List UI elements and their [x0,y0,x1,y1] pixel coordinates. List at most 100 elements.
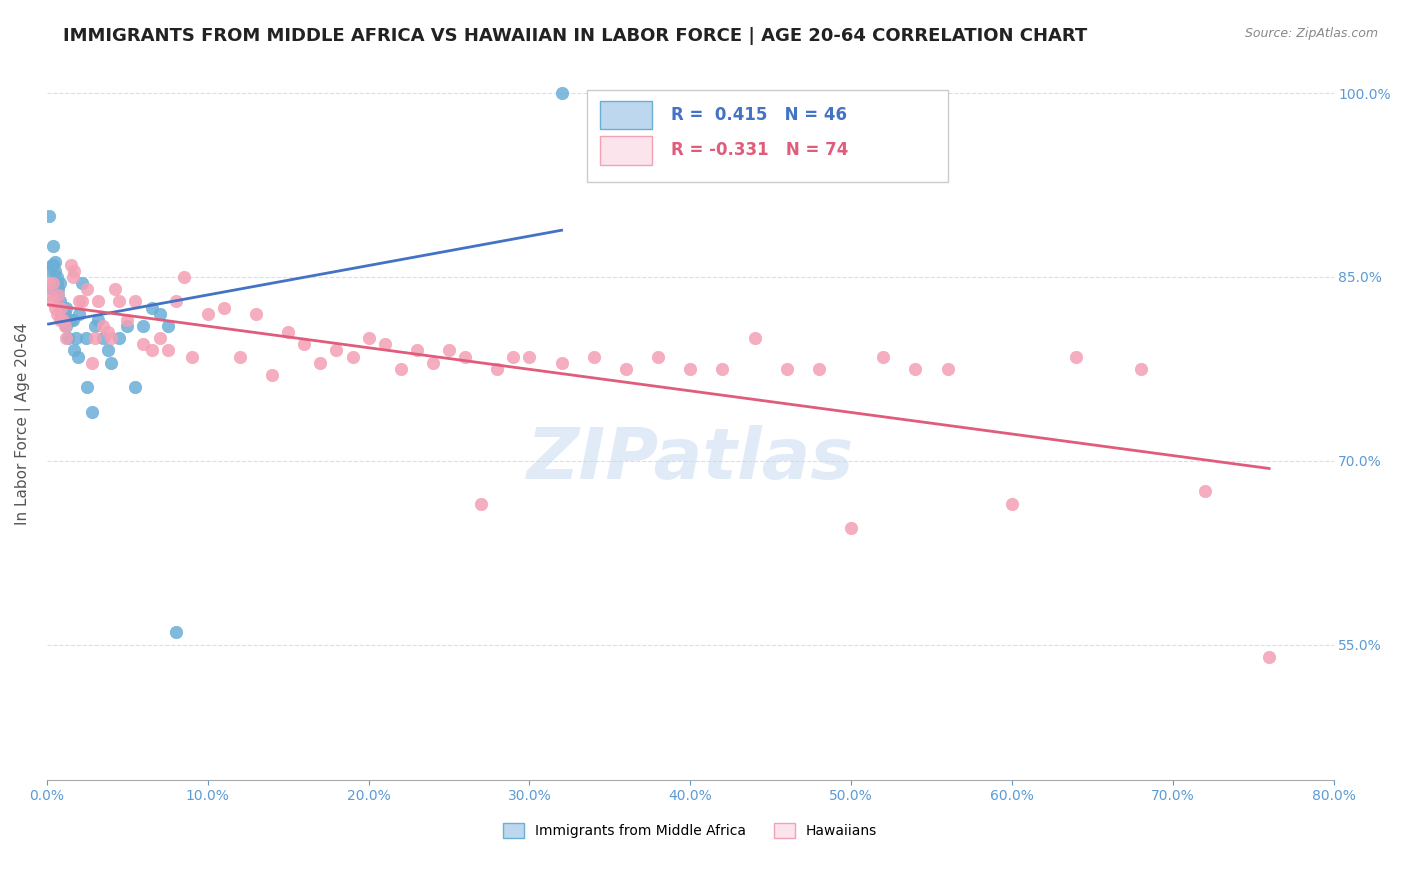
Bar [600,136,651,164]
Text: R =  0.415   N = 46: R = 0.415 N = 46 [671,106,846,124]
Point [776,362,799,376]
Point [45,269,67,284]
Point [60,258,83,272]
Point [132,337,155,351]
Point [165,625,187,640]
Point [117,313,139,327]
Point [72,276,94,290]
Point [44,264,66,278]
Point [108,331,131,345]
Point [60,313,83,327]
Point [55,301,77,315]
Point [91,331,114,345]
Point [148,331,170,345]
Text: Source: ZipAtlas.com: Source: ZipAtlas.com [1244,27,1378,40]
Point [148,307,170,321]
Point [309,356,332,370]
Point [55,318,77,333]
Y-axis label: In Labor Force | Age 20-64: In Labor Force | Age 20-64 [15,323,31,525]
Point [1129,362,1152,376]
Point [41,258,63,272]
Point [42,276,65,290]
Point [872,350,894,364]
Point [97,343,120,358]
Point [550,356,572,370]
Point [156,318,179,333]
Point [936,362,959,376]
Point [180,350,202,364]
Point [49,313,72,327]
Point [173,269,195,284]
Point [141,301,163,315]
Point [84,318,107,333]
Point [52,313,75,327]
Point [80,405,103,419]
Point [614,362,637,376]
Point [679,362,702,376]
Point [647,350,669,364]
Point [45,307,67,321]
Point [63,343,86,358]
Point [75,331,97,345]
Point [108,294,131,309]
Point [91,318,114,333]
Point [262,368,284,382]
Point [46,288,69,302]
Point [342,350,364,364]
Point [357,331,380,345]
Point [486,362,509,376]
Point [62,269,84,284]
Point [422,356,444,370]
Point [245,307,267,321]
Point [42,239,65,253]
Point [53,307,76,321]
Point [84,331,107,345]
Point [389,362,412,376]
Point [1001,497,1024,511]
Point [117,318,139,333]
Point [325,343,347,358]
Point [132,318,155,333]
Point [62,313,84,327]
Point [39,288,62,302]
Point [67,294,90,309]
Text: IMMIGRANTS FROM MIDDLE AFRICA VS HAWAIIAN IN LABOR FORCE | AGE 20-64 CORRELATION: IMMIGRANTS FROM MIDDLE AFRICA VS HAWAIIA… [63,27,1087,45]
Point [711,362,734,376]
Point [141,343,163,358]
Point [124,380,146,394]
Point [212,301,235,315]
Legend: Immigrants from Middle Africa, Hawaiians: Immigrants from Middle Africa, Hawaiians [498,818,883,844]
Point [103,282,125,296]
Text: ZIPatlas: ZIPatlas [527,425,853,494]
Point [44,255,66,269]
Point [582,350,605,364]
Point [49,294,72,309]
Point [38,209,60,223]
Point [97,325,120,339]
Point [52,313,75,327]
Point [72,294,94,309]
Point [839,521,862,535]
Point [1194,484,1216,499]
Point [807,362,830,376]
Point [156,343,179,358]
Point [45,276,67,290]
Point [1258,650,1281,665]
Point [41,282,63,296]
Point [904,362,927,376]
Point [49,276,72,290]
Point [38,276,60,290]
Point [51,301,73,315]
Point [87,313,110,327]
Point [65,331,87,345]
Bar [588,90,948,182]
Point [42,258,65,272]
Point [437,343,460,358]
Point [165,294,187,309]
Point [292,337,315,351]
Point [51,301,73,315]
Point [44,301,66,315]
Point [46,282,69,296]
Point [63,264,86,278]
Point [56,331,79,345]
